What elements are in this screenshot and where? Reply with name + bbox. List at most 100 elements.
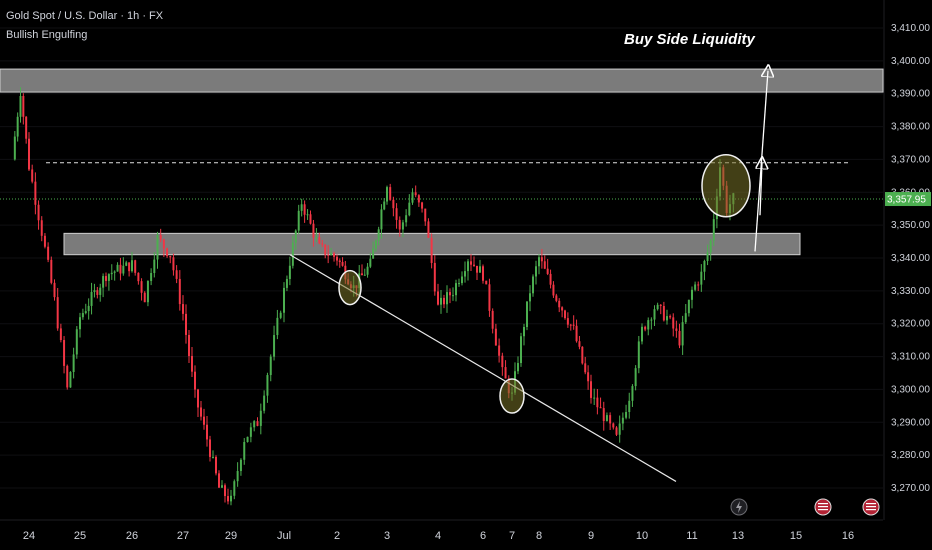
candle-body xyxy=(31,169,34,182)
candle-body xyxy=(564,310,566,319)
drawings xyxy=(289,71,768,482)
candle-body xyxy=(593,397,596,399)
candle-body xyxy=(452,295,454,297)
candle-body xyxy=(273,335,276,357)
candle-body xyxy=(249,427,252,437)
candle-body xyxy=(37,204,40,221)
price-tick-label: 3,390.00 xyxy=(891,89,930,100)
candle-body xyxy=(72,354,75,373)
flag-stripe xyxy=(818,509,828,511)
candle-body xyxy=(25,116,28,139)
candle-body xyxy=(312,223,315,238)
candle-body xyxy=(16,116,19,137)
time-axis[interactable]: 24 25 26 27 29 Jul 2 3 4 6 7 8 9 10 11 13 15 16 xyxy=(0,519,883,542)
candle-body xyxy=(401,222,404,230)
candle-body xyxy=(389,187,392,200)
time-tick-label: 9 xyxy=(588,530,594,542)
candle-body xyxy=(200,407,202,417)
candle-body xyxy=(377,229,380,241)
candle-body xyxy=(476,265,478,273)
candle-body xyxy=(303,204,306,215)
candle-body xyxy=(520,336,522,364)
candle-body xyxy=(411,192,414,203)
candle-body xyxy=(656,304,659,310)
candle-body xyxy=(659,304,662,307)
time-tick-label: 15 xyxy=(790,530,802,542)
candle-body xyxy=(153,259,156,273)
candle-body xyxy=(703,260,706,272)
candle-body xyxy=(473,264,475,266)
candle-body xyxy=(156,235,159,260)
time-tick-label: 24 xyxy=(23,530,35,542)
price-tick-label: 3,290.00 xyxy=(891,417,930,428)
time-tick-label: 29 xyxy=(225,530,237,542)
candle-body xyxy=(691,289,693,300)
candle-body xyxy=(596,397,599,408)
price-tick-label: 3,410.00 xyxy=(891,23,930,34)
time-tick-label: 10 xyxy=(636,530,648,542)
candle-body xyxy=(455,283,457,296)
candle-body xyxy=(66,365,69,388)
candle-body xyxy=(631,386,634,401)
candle-body xyxy=(259,410,262,426)
candle-body xyxy=(491,310,494,329)
price-tick-label: 3,350.00 xyxy=(891,220,930,231)
symbol-title[interactable]: Gold Spot / U.S. Dollar · 1h · FX xyxy=(6,10,164,22)
candle-body xyxy=(253,421,256,428)
candle-body xyxy=(221,485,223,488)
candle-body xyxy=(230,495,232,502)
price-axis[interactable]: 3,270.00 3,280.00 3,290.00 3,300.00 3,310.00… xyxy=(883,0,931,520)
candle-body xyxy=(159,235,162,240)
candle-body xyxy=(555,295,558,301)
candle-body xyxy=(128,262,131,272)
candle-body xyxy=(291,242,294,266)
lightning-event-marker[interactable] xyxy=(730,498,748,516)
candle-body xyxy=(269,356,272,376)
candle-body xyxy=(427,221,430,238)
candle-body xyxy=(578,341,581,347)
candle-body xyxy=(395,208,398,220)
candle-body xyxy=(116,264,119,272)
event-markers[interactable] xyxy=(730,498,880,516)
candle-body xyxy=(662,306,665,321)
candle-body xyxy=(63,340,66,366)
candle-body xyxy=(279,312,282,318)
candle-body xyxy=(526,301,528,328)
candle-body xyxy=(169,256,172,258)
indicator-label[interactable]: Bullish Engulfing xyxy=(6,29,88,41)
candle-body xyxy=(13,136,16,160)
candle-body xyxy=(383,201,386,210)
candle-body xyxy=(137,272,140,282)
candle-body xyxy=(605,415,608,422)
candle-body xyxy=(182,304,184,314)
candle-body xyxy=(615,427,618,435)
last-price-badge[interactable] xyxy=(885,192,931,207)
candle-body xyxy=(612,423,615,428)
candle-body xyxy=(449,292,451,296)
candles xyxy=(13,87,735,506)
candle-body xyxy=(276,317,279,336)
candle-body xyxy=(458,283,460,285)
candle-body xyxy=(297,210,300,231)
candle-body xyxy=(538,257,540,267)
candle-body xyxy=(681,322,684,346)
candle-body xyxy=(446,292,448,305)
candle-body xyxy=(386,187,388,202)
candle-body xyxy=(47,246,50,260)
economic-event-marker[interactable] xyxy=(862,498,880,516)
candle-body xyxy=(540,257,543,262)
candle-body xyxy=(712,219,715,241)
candle-body xyxy=(405,215,408,223)
candle-body xyxy=(172,257,175,271)
flag-stripe xyxy=(818,503,828,505)
time-tick-label: 13 xyxy=(732,530,744,542)
candle-body xyxy=(79,317,81,330)
candle-body xyxy=(581,346,584,364)
candle-body xyxy=(433,262,436,292)
candle-body xyxy=(590,381,592,398)
candle-body xyxy=(90,292,93,306)
candle-body xyxy=(552,284,555,296)
economic-event-marker[interactable] xyxy=(814,498,832,516)
price-tick-label: 3,400.00 xyxy=(891,56,930,67)
